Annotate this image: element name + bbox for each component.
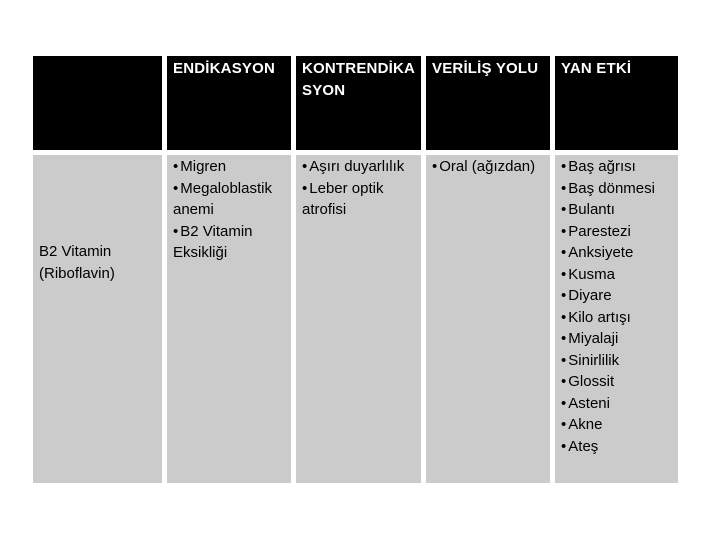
yan-etki-cell: Baş ağrısıBaş dönmesiBulantıParesteziAnk… xyxy=(555,155,678,483)
bullet-item: B2 Vitamin Eksikliği xyxy=(173,221,287,264)
bullet-item: Parestezi xyxy=(561,221,674,243)
verilis-yolu-cell: Oral (ağızdan) xyxy=(426,155,550,483)
bullet-item: Diyare xyxy=(561,285,674,307)
bullet-item: Glossit xyxy=(561,371,674,393)
bullet-item: Sinirlilik xyxy=(561,350,674,372)
bullet-item: Baş ağrısı xyxy=(561,156,674,178)
bullet-item: Anksiyete xyxy=(561,242,674,264)
bullet-item: Miyalaji xyxy=(561,328,674,350)
bullet-item: Bulantı xyxy=(561,199,674,221)
bullet-item: Baş dönmesi xyxy=(561,178,674,200)
endikasyon-cell: MigrenMegaloblastik anemiB2 Vitamin Eksi… xyxy=(167,155,291,483)
header-cell-endikasyon: ENDİKASYON xyxy=(167,56,291,150)
bullet-item: Aşırı duyarlılık xyxy=(302,156,417,178)
bullet-item: Kilo artışı xyxy=(561,307,674,329)
bullet-item: Akne xyxy=(561,414,674,436)
bullet-item: Kusma xyxy=(561,264,674,286)
bullet-item: Migren xyxy=(173,156,287,178)
bullet-item: Asteni xyxy=(561,393,674,415)
drug-name-cell: B2 Vitamin (Riboflavin) xyxy=(33,155,162,483)
bullet-item: Leber optik atrofisi xyxy=(302,178,417,221)
header-cell-yan-etki: YAN ETKİ xyxy=(555,56,678,150)
bullet-item: Oral (ağızdan) xyxy=(432,156,546,178)
header-cell-verilis-yolu: VERİLİŞ YOLU xyxy=(426,56,550,150)
bullet-item: Megaloblastik anemi xyxy=(173,178,287,221)
bullet-item: Ateş xyxy=(561,436,674,458)
kontrendikasyon-cell: Aşırı duyarlılıkLeber optik atrofisi xyxy=(296,155,421,483)
header-cell-kontrendikasyon: KONTRENDİKA SYON xyxy=(296,56,421,150)
header-cell-drug xyxy=(33,56,162,150)
drug-name: B2 Vitamin (Riboflavin) xyxy=(39,243,115,282)
drug-info-table: ENDİKASYON KONTRENDİKA SYON VERİLİŞ YOLU… xyxy=(33,56,678,483)
